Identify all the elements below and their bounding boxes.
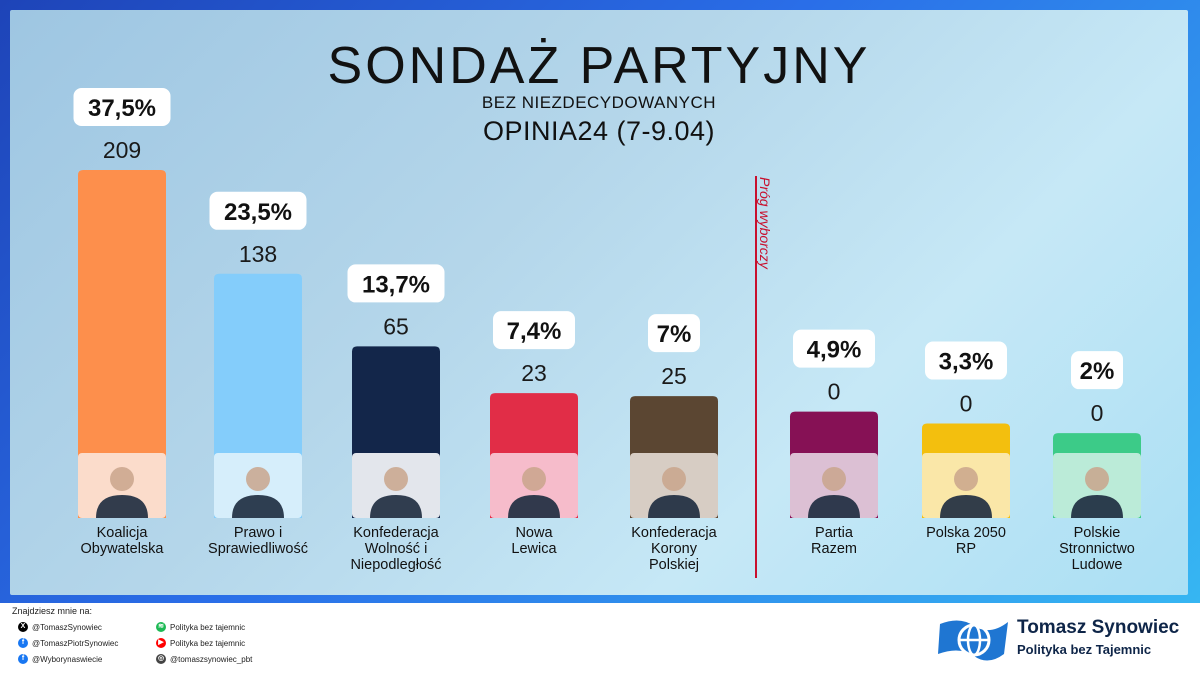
social-link-text: @TomaszSynowiec [32,622,102,632]
footer-heading: Znajdziesz mnie na: [12,606,93,616]
social-link-text: @TomaszPiotrSynowiec [32,638,119,648]
party-leader-photo [214,453,302,518]
threshold-label: Próg wyborczy [757,177,773,270]
party-leader-photo [78,453,166,518]
category-label: Polska 2050 RP [926,525,1006,557]
chart-panel: SONDAŻ PARTYJNY BEZ NIEZDECYDOWANYCH OPI… [10,10,1188,595]
seats-label: 0 [960,391,973,417]
youtube-icon: ▶ [156,638,166,648]
seats-label: 138 [239,241,277,267]
percent-label: 7,4% [507,318,562,345]
bar-1 [78,170,166,518]
social-link[interactable]: f @Wyborynaswiecie [18,654,102,664]
percent-label: 4,9% [807,337,862,364]
percent-badge [493,311,575,350]
party-leader-photo [790,453,878,518]
category-label: Partia Razem [811,525,857,557]
bar-chart: 209 37,5% Koalicja Obywatelska 138 23,5% Prawo… [73,88,1141,578]
brand-tagline: Polityka bez Tajemnic [1017,642,1152,657]
party-leader-photo [630,453,718,518]
page-subtitle: BEZ NIEZDECYDOWANYCH [481,93,717,112]
seats-label: 23 [521,360,547,386]
percent-badge [925,341,1007,380]
facebook-icon: f [18,654,28,664]
percent-badge [209,191,307,230]
page-title: SONDAŻ PARTYJNY [327,37,871,95]
percent-badge [73,88,171,126]
social-link-text: @tomaszsynowiec_pbt [170,654,253,664]
social-link-text: @Wyborynaswiecie [32,654,103,664]
percent-label: 3,3% [939,349,994,376]
party-leader-photo [1053,453,1141,518]
poll-source: OPINIA24 (7-9.04) [482,116,716,146]
brand-name: Tomasz Synowiec [1017,617,1180,638]
social-link-text: Polityka bez tajemnic [170,638,246,648]
party-leader-photo [922,453,1010,518]
facebook-icon: f [18,638,28,648]
chart-frame: SONDAŻ PARTYJNY BEZ NIEZDECYDOWANYCH OPI… [0,0,1200,603]
percent-badge [648,314,700,353]
social-link-text: Polityka bez tajemnic [170,622,246,632]
category-label: Koalicja Obywatelska [80,525,164,557]
globe-flag-icon [938,620,1008,661]
seats-label: 25 [661,363,687,389]
social-link[interactable]: ◎ @tomaszsynowiec_pbt [156,654,252,664]
social-link[interactable]: ≋ Polityka bez tajemnic [156,622,245,632]
category-label: Prawo i Sprawiedliwość [208,525,308,557]
percent-badge [793,329,875,368]
social-link[interactable]: X @TomaszSynowiec [18,622,102,632]
category-label: Polskie Stronnictwo Ludowe [1059,525,1135,573]
seats-label: 0 [828,379,841,405]
x-icon: X [18,622,28,632]
seats-label: 209 [103,137,141,163]
instagram-icon: ◎ [156,654,166,664]
party-leader-photo [490,453,578,518]
percent-badge [347,264,445,303]
brand-logo: Tomasz Synowiec Polityka bez Tajemnic [934,610,1196,665]
party-leader-photo [352,453,440,518]
percent-label: 23,5% [224,199,292,226]
percent-label: 2% [1080,358,1115,385]
spotify-icon: ≋ [156,622,166,632]
percent-label: 7% [657,321,692,348]
percent-label: 13,7% [362,271,430,298]
category-label: Konfederacja Korony Polskiej [631,525,717,573]
footer: Znajdziesz mnie na: X @TomaszSynowiec f @To… [0,603,1200,675]
percent-badge [1071,351,1123,390]
percent-label: 37,5% [88,95,156,122]
category-label: Nowa Lewica [511,525,557,557]
seats-label: 65 [383,313,409,339]
social-link[interactable]: ▶ Polityka bez tajemnic [156,638,245,648]
social-link[interactable]: f @TomaszPiotrSynowiec [18,638,118,648]
category-label: Konfederacja Wolność i Niepodległość [350,525,441,573]
seats-label: 0 [1091,400,1104,426]
